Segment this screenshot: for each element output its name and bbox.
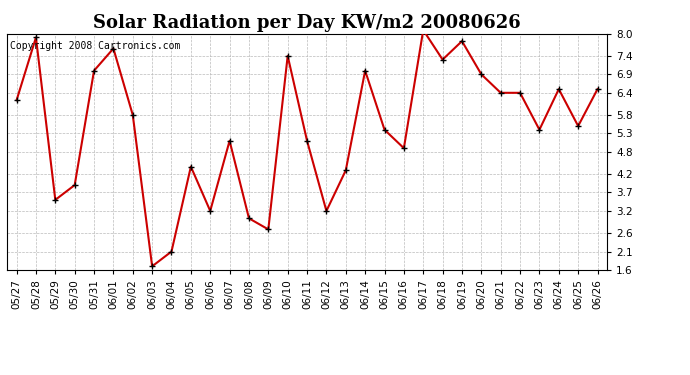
Text: Copyright 2008 Cartronics.com: Copyright 2008 Cartronics.com xyxy=(10,41,180,51)
Title: Solar Radiation per Day KW/m2 20080626: Solar Radiation per Day KW/m2 20080626 xyxy=(93,14,521,32)
